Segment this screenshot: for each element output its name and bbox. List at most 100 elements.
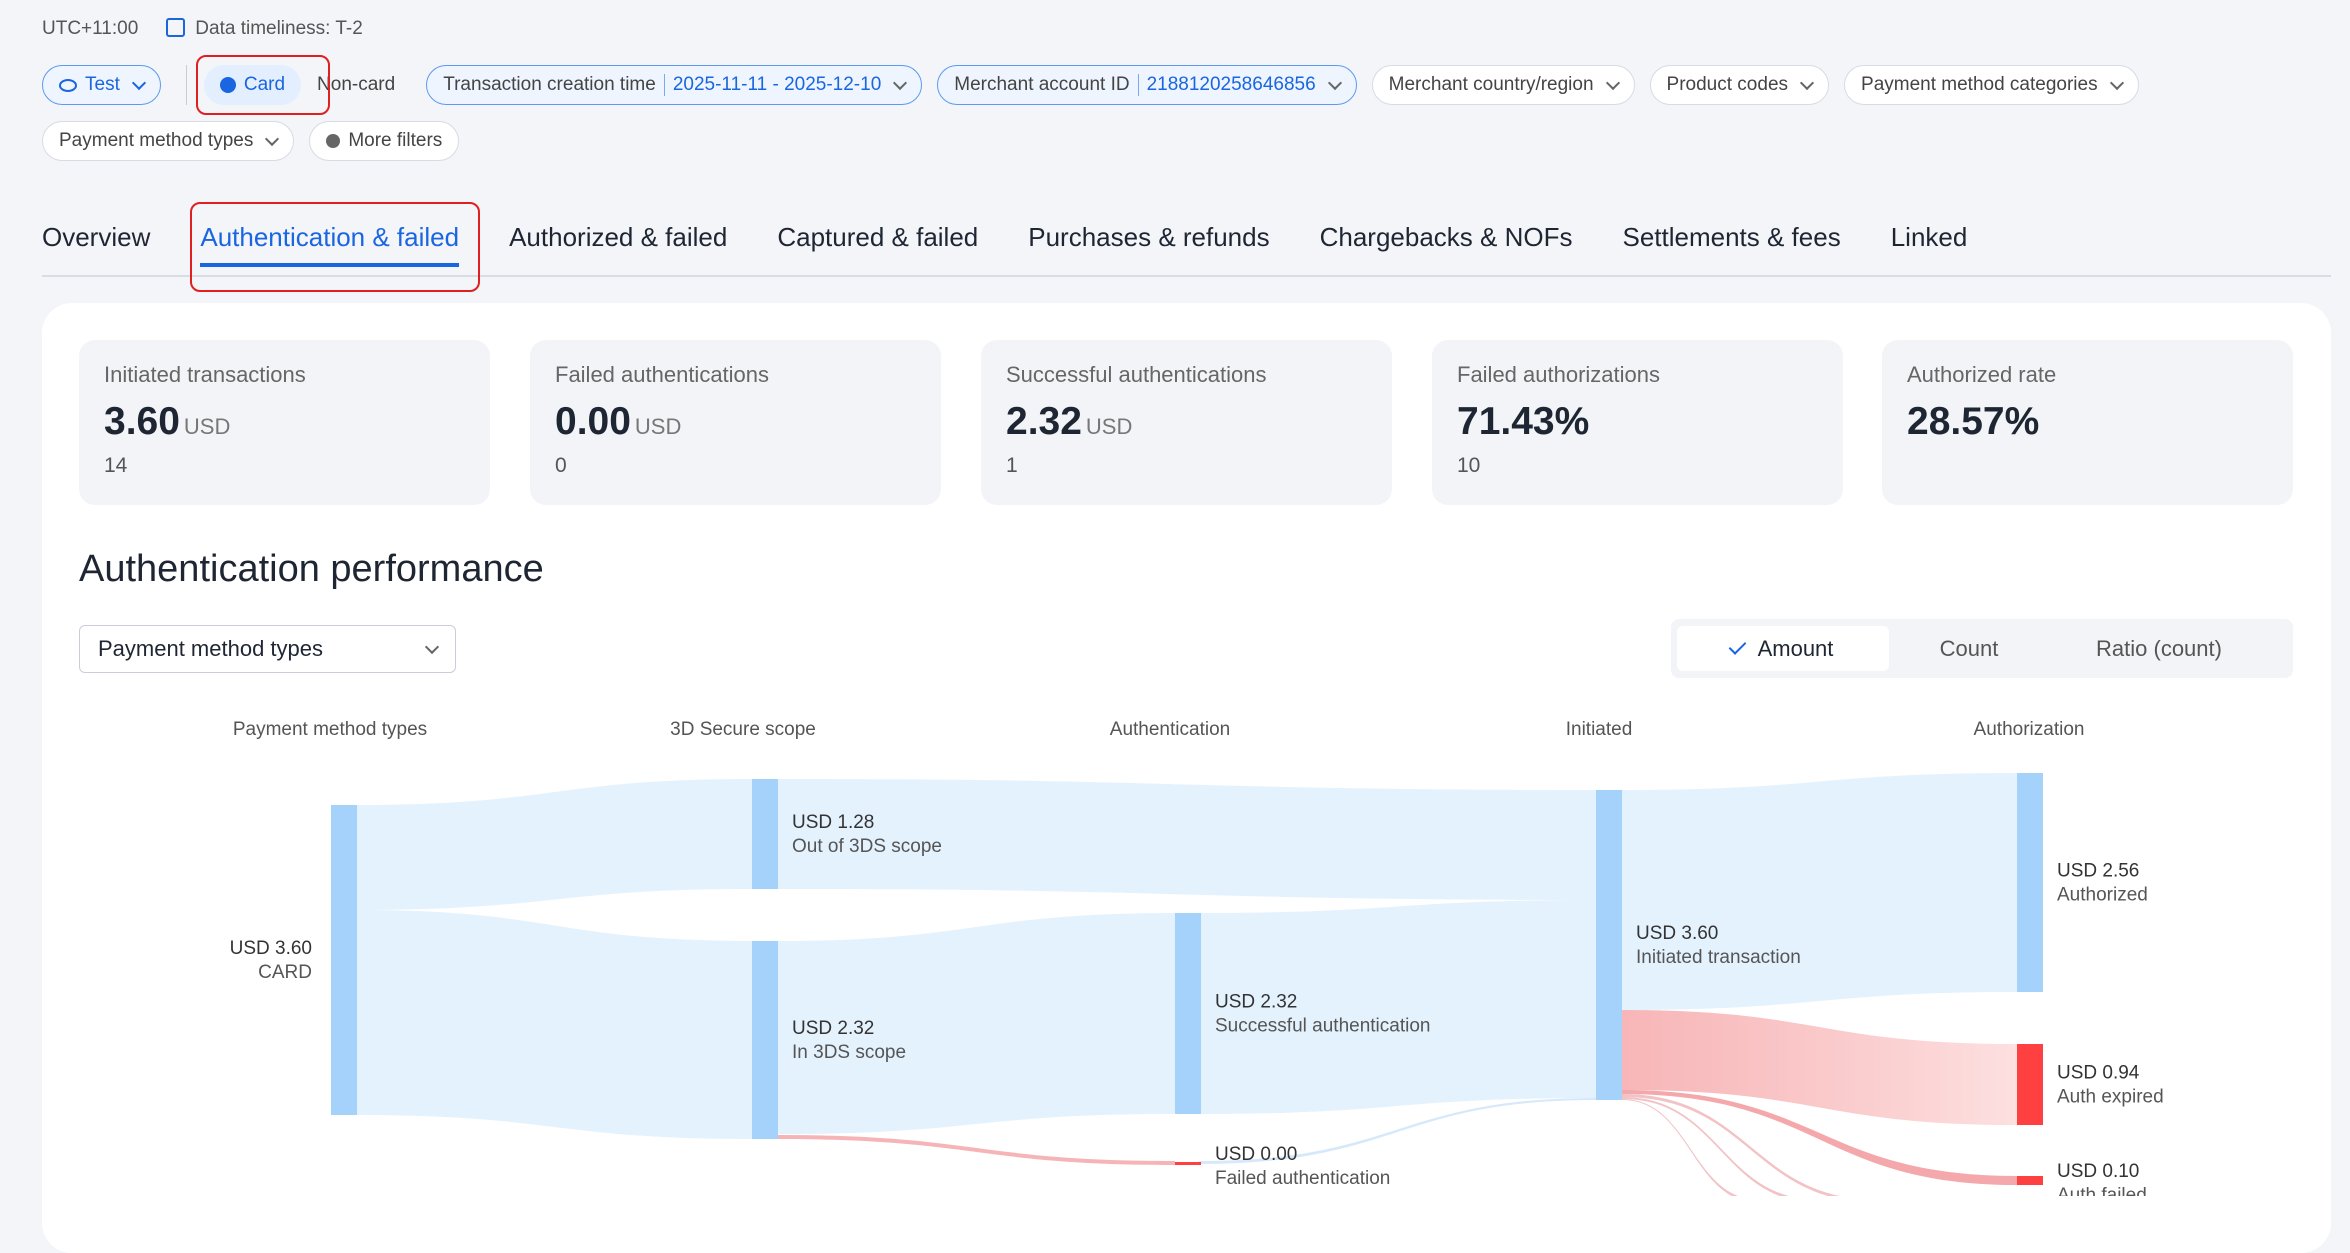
- noncard: Non-card: [317, 74, 396, 95]
- flow: [1622, 1097, 1789, 1196]
- tab[interactable]: Linked: [1890, 222, 1968, 252]
- tab[interactable]: Chargebacks & NOFs: [1319, 222, 1573, 252]
- tabs: Overview Authentication & failed Authorize…: [42, 222, 1967, 267]
- toggle-text: Amount: [1757, 635, 1834, 661]
- more-chip[interactable]: More filters: [309, 121, 460, 161]
- sankey-node: [752, 941, 778, 1139]
- time-value: 2025-11-11 - 2025-12-10: [663, 74, 881, 96]
- kpi-value-row: 3.60 USD: [104, 400, 465, 444]
- section-title: Authentication performance: [79, 548, 544, 590]
- kpi-unit: USD: [1085, 414, 1133, 439]
- kpi-count: 1: [1006, 454, 1018, 477]
- kpi-card: Authorized rate 28.57%: [1882, 340, 2293, 505]
- sankey-node: [2017, 1044, 2043, 1125]
- kpi-unit: USD: [183, 414, 231, 439]
- flow: [357, 910, 752, 1139]
- kpi-value-row: 2.32 USD: [1006, 400, 1367, 444]
- toggle: Amount Count Ratio (count): [1671, 619, 2293, 678]
- env-chip[interactable]: Test: [42, 65, 161, 105]
- node-amount: USD 3.60: [230, 938, 312, 959]
- node-label: CARD: [258, 962, 312, 983]
- column-header: Initiated: [1566, 719, 1633, 740]
- kpi-card: Initiated transactions 3.60 USD 14: [79, 340, 490, 505]
- kpi-label: Successful authentications: [1006, 362, 1267, 387]
- filter-row: Test Card Non-card Transaction creation …: [42, 65, 2139, 105]
- tab[interactable]: Overview: [42, 222, 151, 252]
- flow: [1199, 1098, 1596, 1164]
- merchant-value: 2188120258646856: [1137, 74, 1316, 96]
- node-label: Auth failed: [2057, 1185, 2147, 1196]
- timeliness-text: Data timeliness: T-2: [195, 18, 363, 39]
- node-amount: USD 1.28: [792, 812, 874, 833]
- header: UTC+11:00 Data timeliness: T-2: [42, 18, 363, 40]
- kpi-value-row: 28.57%: [1907, 400, 2268, 444]
- pmcat: Payment method categories: [1861, 74, 2098, 95]
- tab[interactable]: Authentication & failed: [200, 222, 460, 267]
- dropdown[interactable]: Payment method types: [79, 625, 456, 673]
- country: Merchant country/region: [1388, 74, 1594, 95]
- tab[interactable]: Authorized & failed: [509, 222, 728, 252]
- sep: [185, 65, 187, 105]
- sankey-node: [1596, 790, 1622, 1100]
- sankey-node: [2017, 1176, 2043, 1185]
- node-amount: USD 0.94: [2057, 1063, 2140, 1084]
- node-amount: USD 2.32: [1215, 992, 1297, 1013]
- sankey: Payment method types 3D Secure scope Authe…: [230, 719, 2164, 1196]
- kpi-label: Initiated transactions: [104, 362, 306, 387]
- column-header: Authorization: [1974, 719, 2085, 740]
- highlight: [196, 55, 330, 115]
- node-label: Authorized: [2057, 885, 2148, 906]
- filter-row-2: Payment method types More filters: [42, 121, 460, 161]
- kpi-card: Failed authentications 0.00 USD 0: [530, 340, 941, 505]
- tab[interactable]: Captured & failed: [777, 222, 979, 252]
- product-chip[interactable]: Product codes: [1649, 65, 1830, 105]
- kpi-value-row: 0.00 USD: [555, 400, 916, 444]
- kpi-value: 0.00: [555, 400, 631, 443]
- timeliness: Data timeliness: T-2: [166, 18, 363, 40]
- kpi-value: 3.60: [104, 400, 180, 443]
- pmcat-chip[interactable]: Payment method categories: [1844, 65, 2139, 105]
- kpi-unit: USD: [634, 414, 682, 439]
- timezone: UTC+11:00: [42, 18, 139, 39]
- column-header: Payment method types: [233, 719, 427, 740]
- merchant-chip[interactable]: Merchant account ID 2188120258646856: [937, 65, 1357, 105]
- node-label: Failed authentication: [1215, 1168, 1390, 1189]
- product: Product codes: [1666, 74, 1789, 95]
- node-amount: USD 3.60: [1636, 923, 1718, 944]
- flow: [778, 913, 1175, 1134]
- country-chip[interactable]: Merchant country/region: [1371, 65, 1635, 105]
- dropdown-text: Payment method types: [98, 636, 324, 661]
- time-chip[interactable]: Transaction creation time 2025-11-11 - 20…: [426, 65, 923, 105]
- card-chip[interactable]: Card: [203, 65, 302, 105]
- kpi-label: Authorized rate: [1907, 362, 2057, 387]
- flow: [357, 779, 752, 910]
- toggle-amount[interactable]: Amount: [1677, 626, 1889, 671]
- kpi-label: Failed authorizations: [1457, 362, 1661, 387]
- kpi-count: 10: [1457, 454, 1481, 477]
- noncard-chip[interactable]: Non-card: [301, 65, 411, 105]
- toggle-count[interactable]: Count: [1939, 635, 1999, 661]
- kpi-card: Failed authorizations 71.43% 10: [1432, 340, 1843, 505]
- kpi-label: Failed authentications: [555, 362, 770, 387]
- node-label: Successful authentication: [1215, 1016, 1430, 1037]
- kpi-card: Successful authentications 2.32 USD 1: [981, 340, 1392, 505]
- sankey-node: [1175, 913, 1201, 1114]
- node-label: Auth expired: [2057, 1087, 2164, 1108]
- kpi-value: 71.43%: [1457, 400, 1590, 443]
- flow: [1622, 1010, 2017, 1125]
- tab[interactable]: Settlements & fees: [1622, 222, 1841, 252]
- sankey-node: [2017, 773, 2043, 992]
- page: {"header":{"timezone":"UTC+11:00","timel…: [42, 18, 2331, 1253]
- toggle-ratio[interactable]: Ratio (count): [2096, 635, 2222, 661]
- node-label: Out of 3DS scope: [792, 836, 942, 857]
- tab[interactable]: Purchases & refunds: [1028, 222, 1270, 252]
- merchant-label: Merchant account ID: [954, 74, 1130, 95]
- flow: [1622, 1099, 1739, 1196]
- env: Test: [85, 74, 120, 95]
- kpi-value-row: 71.43%: [1457, 400, 1818, 444]
- node-amount: USD 0.10: [2057, 1161, 2139, 1182]
- column-header: Authentication: [1110, 719, 1230, 740]
- more: More filters: [348, 130, 443, 151]
- pmtype-chip[interactable]: Payment method types: [42, 121, 295, 161]
- pmtype: Payment method types: [59, 130, 254, 151]
